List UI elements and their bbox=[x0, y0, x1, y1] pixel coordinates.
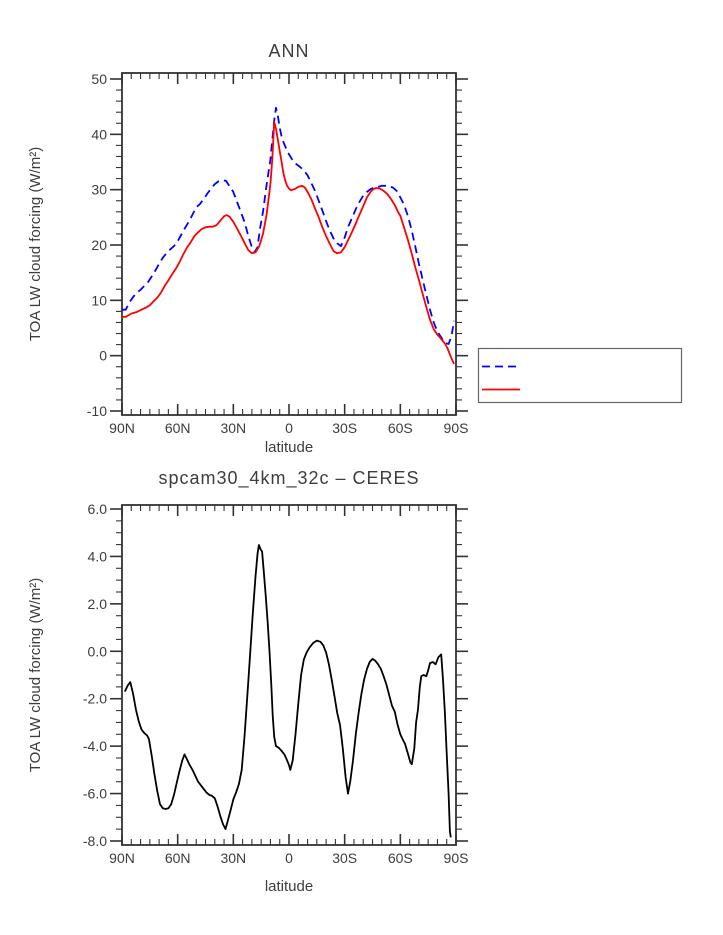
bottom-chart-title: spcam30_4km_32c – CERES bbox=[158, 468, 419, 489]
x-tick-label: 90N bbox=[109, 850, 135, 866]
y-tick-label: 10 bbox=[91, 292, 107, 308]
x-tick-label: 60S bbox=[388, 850, 413, 866]
x-tick-label: 90S bbox=[444, 420, 469, 436]
top-chart: 90N 60N 30N 0 30S 60S 90S 50 40 30 20 10 0 -10 ANN la… bbox=[27, 41, 683, 456]
top-chart-yaxis-label: TOA LW cloud forcing (W/m²) bbox=[27, 147, 44, 341]
bottom-chart-xaxis-label: latitude bbox=[265, 878, 313, 895]
y-tick-label: 2.0 bbox=[88, 596, 108, 612]
y-tick-label: 0 bbox=[99, 348, 107, 364]
spcam30_4km_32c - CERES difference-curve bbox=[123, 544, 452, 838]
bottom-chart: 90N 60N 30N 0 30S 60S 90S 6.0 4.0 2.0 0.0 -2.0 -4.0 -… bbox=[27, 468, 468, 895]
y-tick-label: -8.0 bbox=[83, 833, 107, 849]
y-tick-label: 0.0 bbox=[88, 643, 108, 659]
x-tick-label: 60N bbox=[165, 850, 191, 866]
x-tick-label: 60S bbox=[388, 420, 413, 436]
x-tick-label: 30S bbox=[332, 420, 357, 436]
y-tick-label: -2.0 bbox=[83, 691, 107, 707]
x-tick-label: 30N bbox=[220, 420, 246, 436]
top-chart-axes: 90N 60N 30N 0 30S 60S 90S 50 40 30 20 10 0 -10 bbox=[87, 71, 469, 436]
y-tick-label: 20 bbox=[91, 237, 107, 253]
bottom-chart-series bbox=[123, 544, 452, 838]
y-tick-label: 4.0 bbox=[88, 548, 108, 564]
bottom-chart-axes: 90N 60N 30N 0 30S 60S 90S 6.0 4.0 2.0 0.0 -2.0 -4.0 -… bbox=[83, 501, 469, 866]
legend: CERES spcam30_4km_32c bbox=[477, 347, 683, 404]
y-tick-label: 40 bbox=[91, 126, 107, 142]
y-tick-label: 30 bbox=[91, 182, 107, 198]
x-tick-label: 90N bbox=[109, 420, 135, 436]
top-chart-series bbox=[122, 106, 455, 365]
x-tick-label: 0 bbox=[285, 420, 293, 436]
y-tick-label: 50 bbox=[91, 71, 107, 87]
y-tick-label: -4.0 bbox=[83, 738, 107, 754]
bottom-chart-yaxis-label: TOA LW cloud forcing (W/m²) bbox=[27, 578, 44, 772]
spcam30_4km_32c-curve bbox=[122, 121, 455, 365]
x-tick-label: 30N bbox=[220, 850, 246, 866]
x-tick-label: 60N bbox=[165, 420, 191, 436]
CERES-curve bbox=[122, 106, 455, 345]
y-tick-label: -6.0 bbox=[83, 786, 107, 802]
x-tick-label: 90S bbox=[444, 850, 469, 866]
top-chart-xaxis-label: latitude bbox=[265, 439, 313, 456]
y-tick-label: -10 bbox=[87, 403, 107, 419]
x-tick-label: 0 bbox=[285, 850, 293, 866]
legend-box bbox=[477, 347, 683, 404]
top-chart-title: ANN bbox=[268, 41, 309, 61]
y-tick-label: 6.0 bbox=[88, 501, 108, 517]
x-tick-label: 30S bbox=[332, 850, 357, 866]
